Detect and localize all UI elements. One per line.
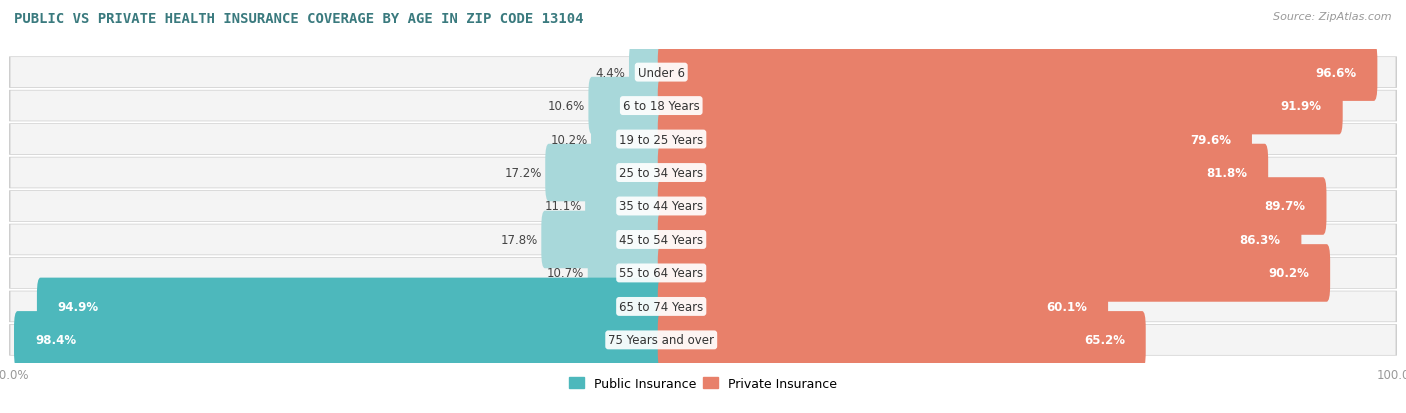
Text: 65 to 74 Years: 65 to 74 Years [619, 300, 703, 313]
Text: 94.9%: 94.9% [58, 300, 98, 313]
FancyBboxPatch shape [8, 258, 1398, 289]
FancyBboxPatch shape [8, 324, 1398, 356]
FancyBboxPatch shape [588, 244, 665, 302]
FancyBboxPatch shape [585, 178, 665, 235]
FancyBboxPatch shape [10, 292, 1396, 322]
FancyBboxPatch shape [10, 225, 1396, 255]
FancyBboxPatch shape [10, 258, 1396, 288]
Text: 10.7%: 10.7% [547, 267, 585, 280]
Text: 35 to 44 Years: 35 to 44 Years [619, 200, 703, 213]
FancyBboxPatch shape [10, 91, 1396, 121]
FancyBboxPatch shape [10, 158, 1396, 188]
Text: 10.2%: 10.2% [550, 133, 588, 146]
FancyBboxPatch shape [10, 325, 1396, 355]
FancyBboxPatch shape [658, 178, 1326, 235]
Text: 96.6%: 96.6% [1316, 66, 1357, 79]
FancyBboxPatch shape [589, 78, 665, 135]
Text: 45 to 54 Years: 45 to 54 Years [619, 233, 703, 247]
FancyBboxPatch shape [8, 90, 1398, 122]
Text: 10.6%: 10.6% [548, 100, 585, 113]
Text: 6 to 18 Years: 6 to 18 Years [623, 100, 700, 113]
FancyBboxPatch shape [658, 244, 1330, 302]
Text: Under 6: Under 6 [638, 66, 685, 79]
FancyBboxPatch shape [8, 157, 1398, 189]
Text: 75 Years and over: 75 Years and over [609, 334, 714, 347]
FancyBboxPatch shape [628, 44, 665, 102]
Text: 17.2%: 17.2% [505, 166, 541, 180]
FancyBboxPatch shape [10, 58, 1396, 88]
FancyBboxPatch shape [8, 124, 1398, 155]
FancyBboxPatch shape [37, 278, 665, 335]
FancyBboxPatch shape [658, 44, 1378, 102]
Legend: Public Insurance, Private Insurance: Public Insurance, Private Insurance [564, 372, 842, 395]
FancyBboxPatch shape [658, 311, 1146, 369]
Text: 86.3%: 86.3% [1240, 233, 1281, 247]
FancyBboxPatch shape [591, 111, 665, 169]
FancyBboxPatch shape [658, 278, 1108, 335]
Text: 19 to 25 Years: 19 to 25 Years [619, 133, 703, 146]
FancyBboxPatch shape [10, 125, 1396, 155]
Text: 91.9%: 91.9% [1281, 100, 1322, 113]
Text: 65.2%: 65.2% [1084, 334, 1125, 347]
Text: 79.6%: 79.6% [1189, 133, 1232, 146]
Text: Source: ZipAtlas.com: Source: ZipAtlas.com [1274, 12, 1392, 22]
Text: 25 to 34 Years: 25 to 34 Years [619, 166, 703, 180]
Text: PUBLIC VS PRIVATE HEALTH INSURANCE COVERAGE BY AGE IN ZIP CODE 13104: PUBLIC VS PRIVATE HEALTH INSURANCE COVER… [14, 12, 583, 26]
FancyBboxPatch shape [658, 145, 1268, 202]
FancyBboxPatch shape [541, 211, 665, 268]
FancyBboxPatch shape [546, 145, 665, 202]
Text: 98.4%: 98.4% [35, 334, 76, 347]
FancyBboxPatch shape [10, 192, 1396, 221]
FancyBboxPatch shape [14, 311, 665, 369]
FancyBboxPatch shape [658, 78, 1343, 135]
FancyBboxPatch shape [8, 57, 1398, 89]
FancyBboxPatch shape [658, 211, 1302, 268]
FancyBboxPatch shape [8, 224, 1398, 256]
Text: 55 to 64 Years: 55 to 64 Years [619, 267, 703, 280]
FancyBboxPatch shape [658, 111, 1251, 169]
Text: 60.1%: 60.1% [1046, 300, 1087, 313]
Text: 11.1%: 11.1% [544, 200, 582, 213]
Text: 81.8%: 81.8% [1206, 166, 1247, 180]
Text: 89.7%: 89.7% [1264, 200, 1306, 213]
Text: 90.2%: 90.2% [1268, 267, 1309, 280]
Text: 17.8%: 17.8% [501, 233, 538, 247]
FancyBboxPatch shape [8, 191, 1398, 222]
Text: 4.4%: 4.4% [596, 66, 626, 79]
FancyBboxPatch shape [8, 291, 1398, 323]
